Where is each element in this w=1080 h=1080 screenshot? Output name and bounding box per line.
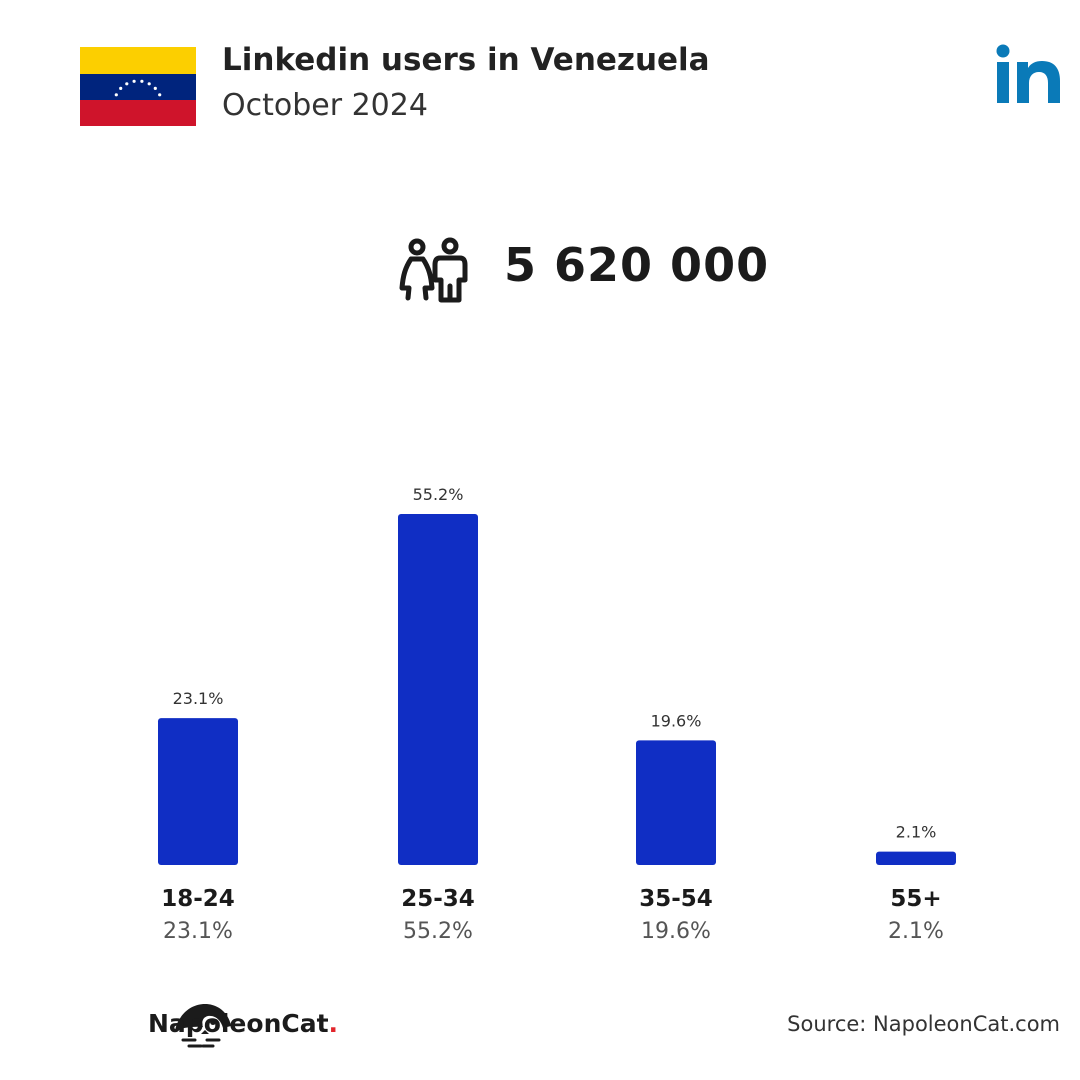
users-icon: [399, 237, 468, 303]
flag-yellow-stripe: [80, 47, 196, 74]
flag-star: [125, 82, 129, 86]
venezuela-flag: [80, 47, 196, 126]
bar-value-label: 23.1%: [173, 689, 224, 708]
age-bar-chart: 23.1% 18-24 23.1% 55.2% 25-34 55.2% 19.6% 35-54…: [158, 485, 956, 944]
page-title: Linkedin users in Venezuela: [222, 42, 710, 78]
flag-star: [140, 79, 144, 83]
category-percent-label: 2.1%: [888, 919, 944, 944]
linkedin-logo-icon: [996, 44, 1060, 103]
category-label: 55+: [890, 886, 941, 912]
flag-star: [158, 93, 162, 97]
page-subtitle: October 2024: [222, 88, 428, 123]
napoleoncat-logo-icon: [175, 1004, 231, 1048]
bar-25-34: [398, 514, 478, 865]
flag-star: [114, 93, 118, 97]
flag-red-stripe: [80, 100, 196, 126]
source-text: Source: NapoleonCat.com: [787, 1012, 1060, 1036]
bar-value-label: 55.2%: [413, 485, 464, 504]
bar-55+: [876, 851, 956, 865]
brand-dot: .: [328, 1009, 339, 1038]
bar-18-24: [158, 718, 238, 865]
total-users-value: 5 620 000: [504, 238, 770, 292]
flag-star: [153, 86, 157, 90]
brand-name: NapoleonCat.: [148, 1009, 338, 1038]
category-percent-label: 55.2%: [403, 919, 473, 944]
bar-value-label: 2.1%: [896, 823, 937, 842]
category-label: 25-34: [401, 886, 475, 912]
category-percent-label: 23.1%: [163, 919, 233, 944]
bar-35-54: [636, 740, 716, 865]
flag-star: [119, 86, 123, 90]
category-label: 35-54: [639, 886, 713, 912]
flag-star: [147, 82, 151, 86]
flag-stars: [114, 79, 162, 97]
flag-blue-stripe: [80, 74, 196, 100]
category-label: 18-24: [161, 886, 235, 912]
brand-name-text: NapoleonCat: [148, 1009, 329, 1038]
category-percent-label: 19.6%: [641, 919, 711, 944]
flag-star: [132, 79, 136, 83]
bar-value-label: 19.6%: [651, 711, 702, 730]
